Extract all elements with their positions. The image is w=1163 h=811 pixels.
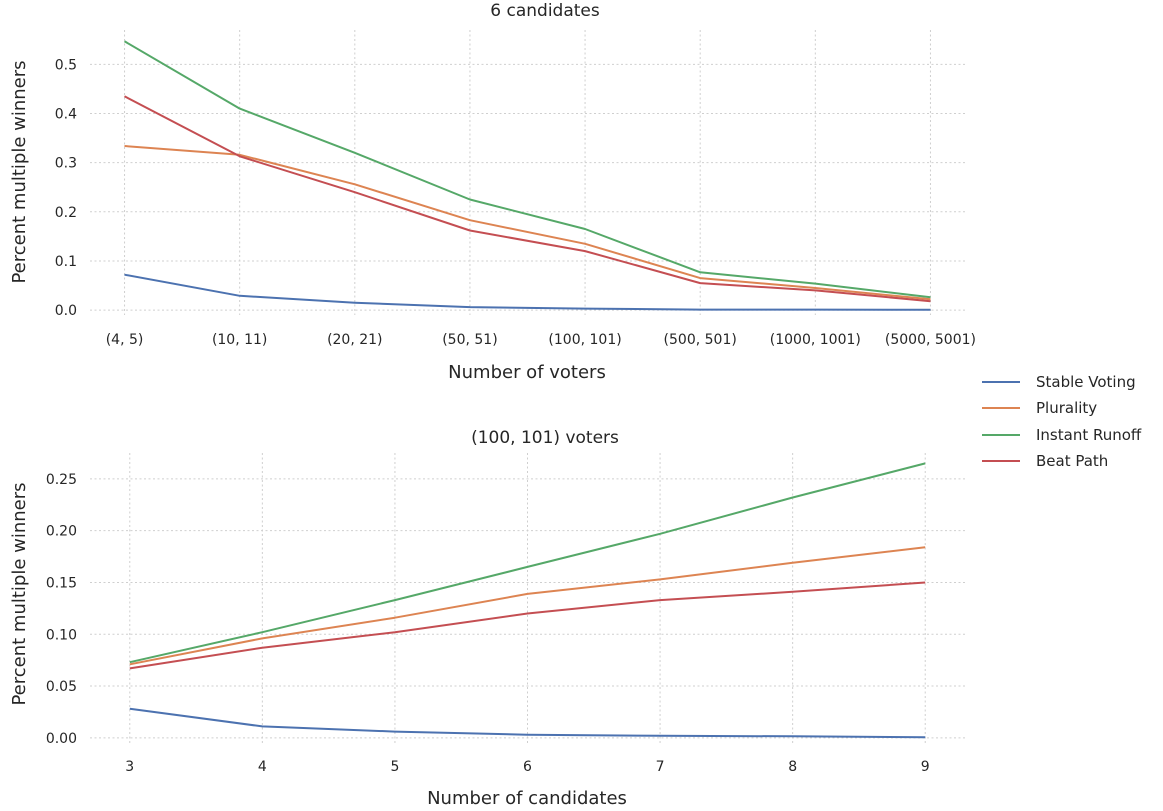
x-tick-label: (50, 51) bbox=[442, 332, 497, 348]
top-y-ticks: 0.0 0.1 0.2 0.3 0.4 0.5 bbox=[55, 57, 77, 319]
bottom-x-axis-label: Number of candidates bbox=[427, 788, 627, 809]
x-tick-label: (1000, 1001) bbox=[770, 332, 861, 348]
x-tick-label: 9 bbox=[921, 759, 930, 775]
legend-entry-stable-voting: Stable Voting bbox=[982, 373, 1136, 391]
series-line-beat-path bbox=[129, 581, 926, 670]
bottom-chart: (100, 101) voters 0.000.050.100.150.200.… bbox=[9, 428, 965, 809]
x-tick-label: (4, 5) bbox=[106, 332, 144, 348]
series-line-instant-runoff bbox=[123, 40, 931, 299]
x-tick-label: 8 bbox=[788, 759, 797, 775]
y-tick-label: 0.3 bbox=[55, 156, 77, 172]
series-line-stable-voting bbox=[129, 707, 926, 739]
x-tick-label: (500, 501) bbox=[664, 332, 737, 348]
series-line-plurality bbox=[129, 546, 926, 666]
top-grid bbox=[90, 30, 965, 315]
x-tick-label: (20, 21) bbox=[327, 332, 382, 348]
top-x-ticks: (4, 5) (10, 11) (20, 21) (50, 51) (100, 101)… bbox=[106, 332, 976, 348]
y-tick-label: 0.0 bbox=[55, 303, 77, 319]
legend: Stable Voting Plurality Instant Runoff B… bbox=[982, 373, 1142, 470]
top-chart: 6 candidates 0.0 0.1 0.2 0.3 0.4 0.5 (4, 5) (1… bbox=[9, 1, 976, 383]
y-tick-label: 0.15 bbox=[46, 575, 77, 591]
bottom-series bbox=[129, 462, 926, 739]
series-line-beat-path bbox=[124, 95, 931, 303]
top-x-axis-label: Number of voters bbox=[448, 362, 606, 383]
bottom-grid bbox=[90, 453, 965, 743]
y-tick-label: 0.10 bbox=[46, 627, 77, 643]
legend-entry-beat-path: Beat Path bbox=[982, 452, 1108, 470]
top-series bbox=[123, 40, 931, 311]
legend-label-beat-path: Beat Path bbox=[1036, 452, 1108, 470]
y-tick-label: 0.25 bbox=[46, 472, 77, 488]
legend-entry-instant-runoff: Instant Runoff bbox=[982, 426, 1142, 444]
x-tick-label: 5 bbox=[390, 759, 399, 775]
bottom-x-ticks: 3 4 5 6 7 8 9 bbox=[125, 759, 929, 775]
x-tick-label: (10, 11) bbox=[212, 332, 267, 348]
x-tick-label: (5000, 5001) bbox=[885, 332, 976, 348]
x-tick-label: 4 bbox=[258, 759, 267, 775]
y-tick-label: 0.4 bbox=[55, 107, 77, 123]
y-tick-label: 0.1 bbox=[55, 254, 77, 270]
bottom-y-axis-label: Percent multiple winners bbox=[9, 482, 30, 705]
top-chart-title: 6 candidates bbox=[490, 1, 600, 21]
bottom-y-ticks: 0.00 0.05 0.10 0.15 0.20 0.25 bbox=[46, 472, 77, 747]
top-y-axis-label: Percent multiple winners bbox=[9, 60, 30, 283]
x-tick-label: 7 bbox=[656, 759, 665, 775]
y-tick-label: 0.5 bbox=[55, 57, 77, 73]
y-tick-label: 0.2 bbox=[55, 205, 77, 221]
series-line-instant-runoff bbox=[129, 462, 926, 664]
x-tick-label: 3 bbox=[125, 759, 134, 775]
legend-label-stable-voting: Stable Voting bbox=[1036, 373, 1136, 391]
series-line-stable-voting bbox=[124, 273, 931, 311]
y-tick-label: 0.05 bbox=[46, 679, 77, 695]
y-tick-label: 0.20 bbox=[46, 524, 77, 540]
legend-label-plurality: Plurality bbox=[1036, 399, 1097, 417]
bottom-chart-title: (100, 101) voters bbox=[471, 428, 619, 448]
x-tick-label: 6 bbox=[523, 759, 532, 775]
legend-label-instant-runoff: Instant Runoff bbox=[1036, 426, 1142, 444]
y-tick-label: 0.00 bbox=[46, 731, 77, 747]
series-line-plurality bbox=[124, 145, 931, 301]
x-tick-label: (100, 101) bbox=[548, 332, 621, 348]
legend-entry-plurality: Plurality bbox=[982, 399, 1097, 417]
